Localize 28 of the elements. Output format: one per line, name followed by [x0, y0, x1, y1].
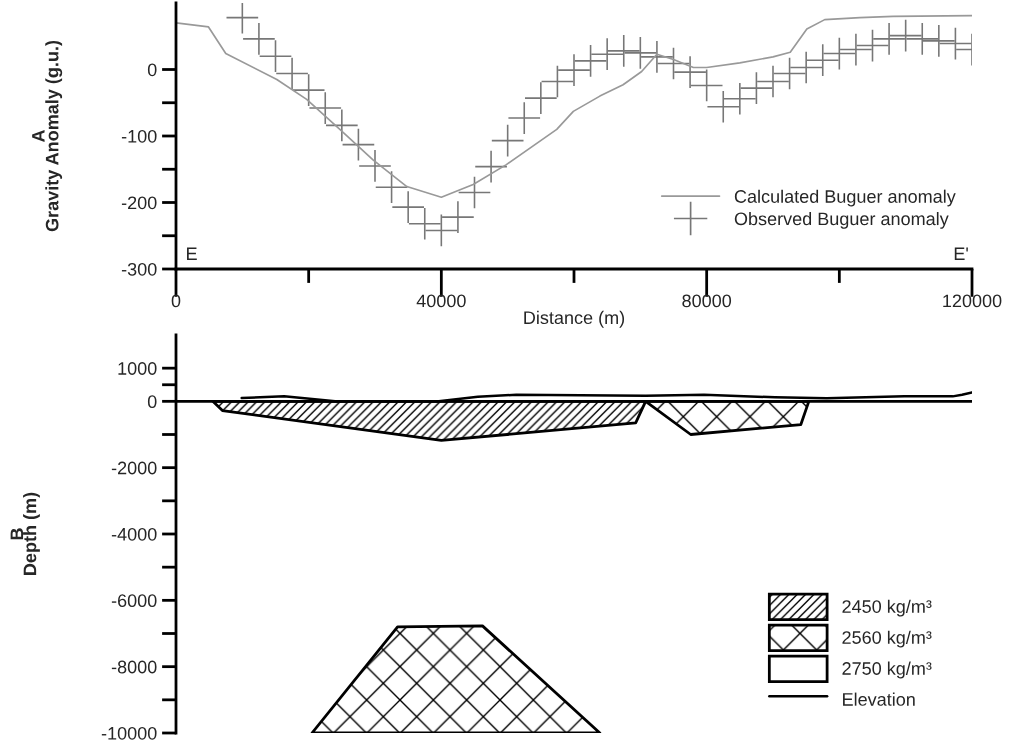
y-tick-label: -6000 — [111, 594, 157, 608]
legend-label: 2450 kg/m³ — [842, 599, 932, 617]
legend-label: Calculated Buguer anomaly — [734, 189, 956, 207]
y-tick-label: -10000 — [101, 726, 157, 740]
legend-label: Elevation — [843, 692, 915, 706]
y-tick-label: -8000 — [111, 660, 157, 674]
x-tick-label: 120000 — [943, 294, 1002, 308]
y-tick-label: -300 — [121, 262, 157, 276]
y-tick-label: -200 — [121, 196, 157, 210]
y-tick-label: -4000 — [111, 527, 157, 541]
text: A — [32, 129, 45, 143]
x-tick-label: 0 — [171, 294, 181, 308]
y-tick-label: -2000 — [111, 461, 157, 475]
x-tick-label: 40000 — [416, 294, 466, 308]
annotation: E — [187, 247, 197, 260]
y-tick-label: -100 — [121, 129, 157, 143]
x-axis-title: Distance (m) — [524, 310, 625, 328]
x-tick-label: 80000 — [682, 294, 732, 308]
legend-label: Observed Buguer anomaly — [734, 211, 949, 229]
legend-label: 2560 kg/m³ — [842, 630, 932, 648]
y-axis-title: Depth (m) — [23, 492, 40, 575]
y-axis-title: Gravity Anomaly (g.u.) — [45, 40, 63, 232]
y-tick-label: 0 — [147, 63, 157, 77]
y-tick-label: 1000 — [118, 362, 157, 375]
legend-label: 2750 kg/m³ — [842, 661, 932, 679]
y-tick-label: 0 — [147, 395, 157, 409]
annotation: E' — [954, 247, 968, 260]
text: B — [10, 528, 24, 540]
